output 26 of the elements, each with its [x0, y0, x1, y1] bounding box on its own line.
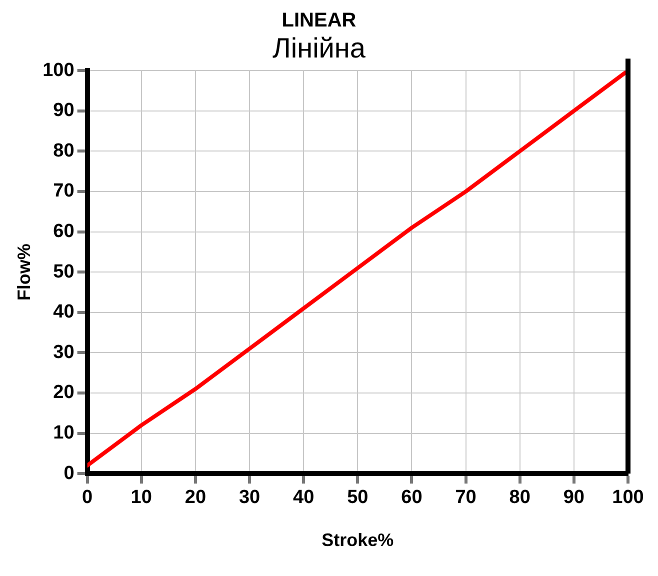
x-tick-label: 0: [82, 487, 93, 508]
y-tick-label: 0: [64, 462, 74, 484]
y-tick-label: 70: [53, 180, 74, 202]
y-tick-label: 100: [42, 60, 74, 81]
y-tick-label: 40: [53, 302, 74, 323]
y-axis-title: Flow%: [14, 244, 34, 301]
x-tick-label: 80: [509, 487, 530, 508]
y-tick-label: 80: [53, 140, 74, 162]
y-tick-label: 20: [53, 382, 74, 404]
y-tick-label: 90: [53, 100, 74, 122]
chart-title: LINEAR: [282, 10, 357, 32]
x-tick-label: 30: [238, 487, 260, 508]
x-tick-label: 40: [293, 487, 314, 508]
x-tick-label: 20: [184, 487, 206, 508]
y-tick-label: 50: [53, 261, 74, 282]
x-tick-label: 100: [612, 487, 644, 508]
x-tick-label: 10: [130, 487, 152, 508]
y-tick-label: 60: [53, 221, 74, 242]
y-tick-label: 10: [53, 422, 74, 444]
chart-subtitle: Лінійна: [272, 32, 366, 64]
x-tick-label: 70: [455, 487, 476, 508]
x-axis-title: Stroke%: [322, 530, 394, 550]
x-tick-label: 90: [563, 487, 584, 508]
x-tick-label: 60: [401, 487, 422, 508]
y-tick-label: 30: [53, 342, 74, 363]
x-tick-label: 50: [347, 487, 368, 508]
